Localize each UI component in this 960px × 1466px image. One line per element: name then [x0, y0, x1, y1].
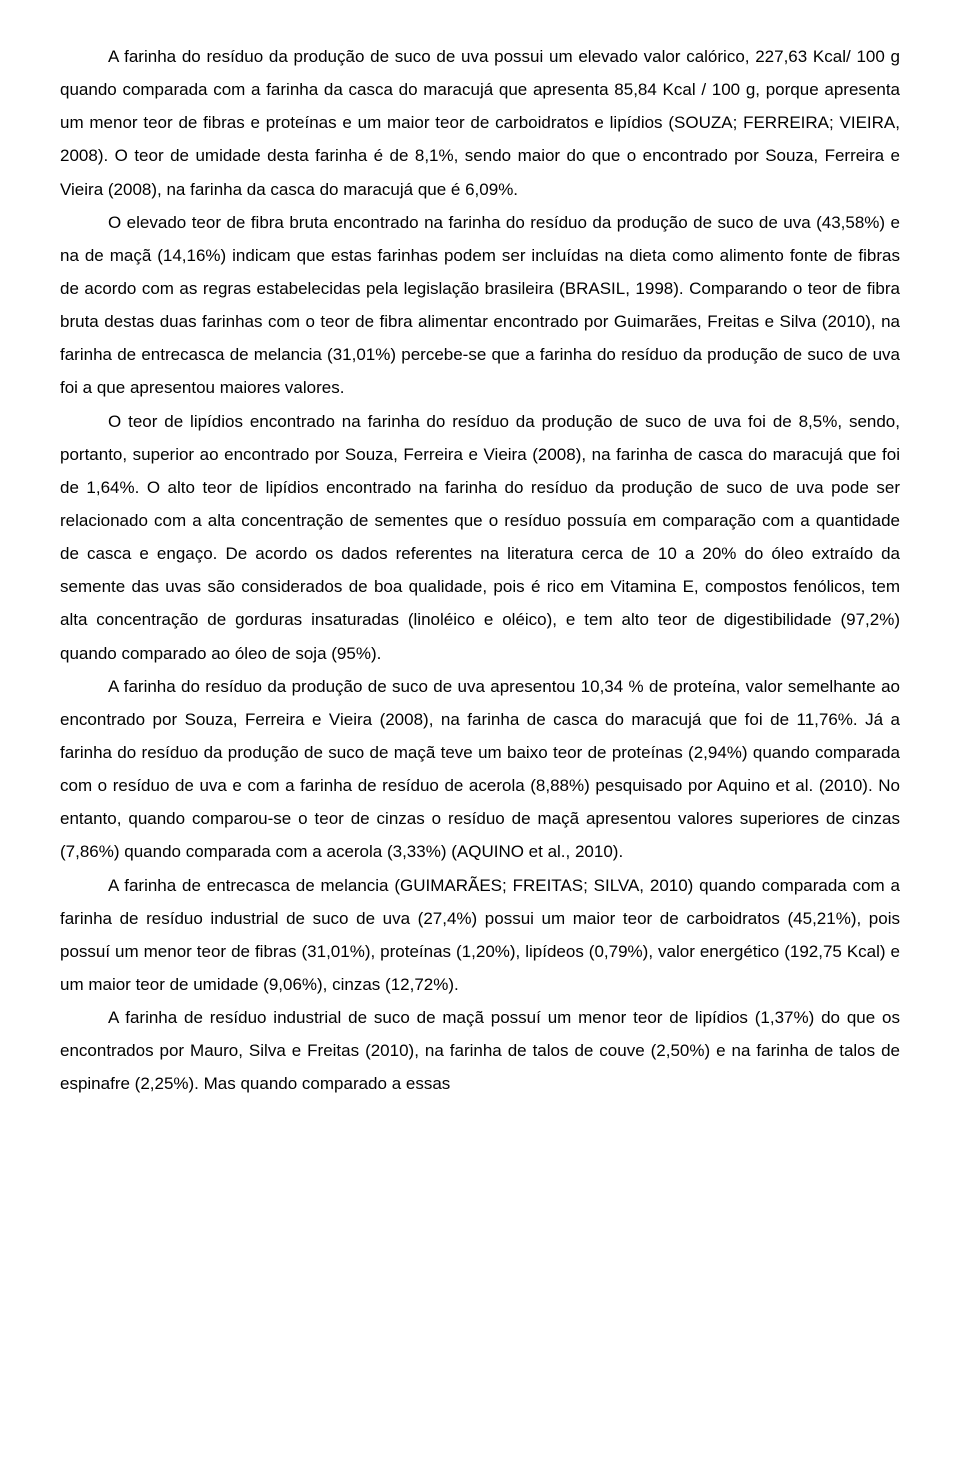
paragraph-6: A farinha de resíduo industrial de suco …	[60, 1001, 900, 1100]
paragraph-5: A farinha de entrecasca de melancia (GUI…	[60, 869, 900, 1002]
paragraph-3: O teor de lipídios encontrado na farinha…	[60, 405, 900, 670]
paragraph-4: A farinha do resíduo da produção de suco…	[60, 670, 900, 869]
paragraph-1: A farinha do resíduo da produção de suco…	[60, 40, 900, 206]
paragraph-2: O elevado teor de fibra bruta encontrado…	[60, 206, 900, 405]
document-body: A farinha do resíduo da produção de suco…	[60, 40, 900, 1101]
